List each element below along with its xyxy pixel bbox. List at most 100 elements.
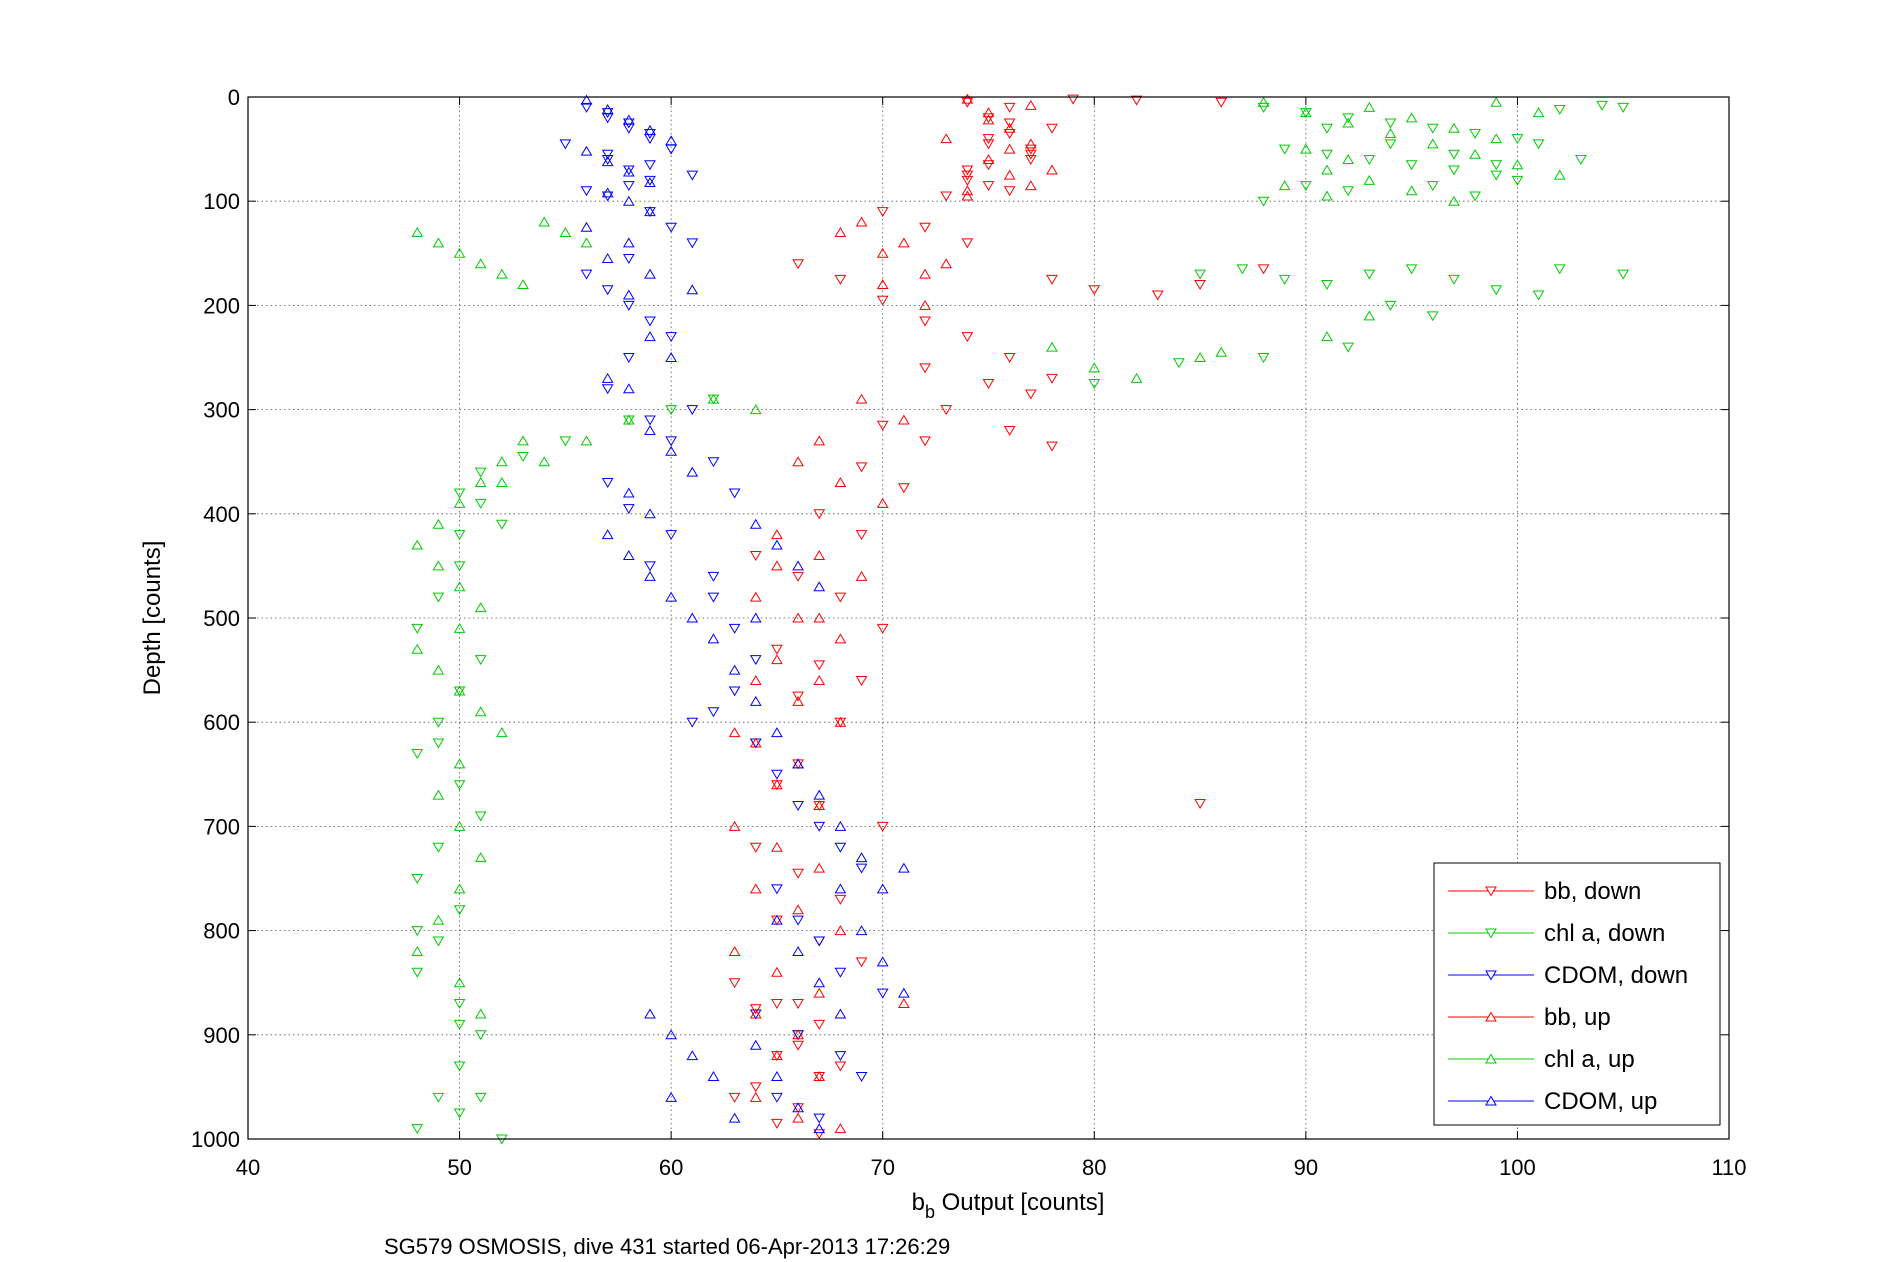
data-point — [474, 477, 487, 488]
data-point — [644, 268, 656, 279]
data-point — [1257, 96, 1270, 107]
data-point — [1448, 122, 1460, 133]
x-tick-label: 50 — [447, 1155, 471, 1180]
data-point — [982, 160, 995, 171]
data-point — [834, 842, 847, 853]
data-point — [474, 655, 487, 666]
data-point — [1469, 191, 1481, 202]
data-point — [749, 550, 762, 561]
data-point — [1384, 118, 1397, 129]
data-point — [601, 384, 614, 395]
y-axis-label: Depth [counts] — [139, 541, 166, 696]
data-point — [686, 238, 699, 249]
data-point — [982, 107, 995, 118]
data-point — [622, 195, 635, 206]
data-point — [771, 966, 783, 977]
data-point — [749, 1082, 762, 1093]
data-point — [622, 118, 635, 129]
data-point — [686, 170, 699, 181]
data-point — [601, 253, 614, 264]
data-point — [1448, 149, 1460, 160]
data-point — [411, 945, 424, 956]
tick-labels: 40 50 60 70 80 90 100 110 0 100 200 300 400 500 600 700… — [191, 85, 1746, 1180]
x-tick-label: 100 — [1499, 1155, 1536, 1180]
y-tick-label: 200 — [203, 293, 240, 318]
data-point — [1342, 154, 1355, 165]
data-point — [538, 216, 551, 227]
data-point — [749, 883, 762, 894]
data-point — [665, 591, 678, 602]
data-point — [1046, 441, 1058, 452]
data-point — [453, 905, 466, 916]
data-point — [622, 353, 635, 363]
legend-label: bb, up — [1544, 1004, 1611, 1031]
data-point — [622, 114, 635, 125]
data-point — [1046, 341, 1058, 352]
data-point — [1278, 274, 1291, 285]
data-point — [1299, 107, 1312, 118]
data-point — [876, 956, 889, 967]
data-point — [792, 1112, 804, 1123]
x-tick-label: 80 — [1082, 1155, 1106, 1180]
data-point — [601, 191, 614, 202]
data-point — [453, 883, 466, 894]
data-point — [665, 445, 678, 456]
data-point — [792, 758, 804, 769]
data-point — [1617, 269, 1630, 280]
legend-label: chl a, up — [1544, 1046, 1635, 1073]
series-3 — [728, 93, 1058, 1134]
data-point — [940, 133, 953, 144]
data-point — [1003, 102, 1016, 113]
data-point — [1490, 170, 1503, 181]
legend-marker — [1485, 1053, 1497, 1064]
data-point — [834, 1051, 847, 1062]
data-point — [622, 549, 635, 560]
data-point — [1363, 310, 1376, 321]
data-point — [1405, 160, 1418, 171]
data-point — [1448, 274, 1460, 285]
data-point — [601, 187, 614, 198]
data-point — [432, 717, 445, 728]
data-point — [855, 462, 868, 473]
data-point — [1194, 798, 1206, 809]
series-5 — [580, 94, 910, 1134]
data-point — [496, 519, 508, 530]
legend-label: CDOM, up — [1544, 1088, 1657, 1115]
y-tick-label: 500 — [203, 606, 240, 631]
caption: SG579 OSMOSIS, dive 431 started 06-Apr-2… — [384, 1234, 950, 1259]
data-point — [644, 561, 656, 572]
data-point — [644, 508, 656, 519]
data-point — [453, 530, 466, 541]
data-point — [749, 842, 762, 853]
data-point — [876, 247, 889, 258]
data-point — [1003, 425, 1016, 436]
data-point — [1342, 117, 1355, 128]
data-point — [580, 102, 593, 113]
data-point — [432, 914, 445, 925]
data-point — [665, 332, 678, 343]
data-point — [411, 967, 424, 978]
data-point — [834, 274, 847, 285]
data-point — [771, 769, 783, 780]
data-point — [411, 1124, 424, 1135]
data-point — [792, 695, 804, 706]
data-point — [644, 176, 656, 187]
data-point — [1067, 94, 1080, 105]
data-point — [771, 560, 783, 571]
data-point — [1511, 134, 1524, 145]
data-point — [834, 820, 847, 831]
data-point — [1257, 196, 1270, 207]
data-point — [601, 149, 614, 160]
data-point — [1173, 358, 1185, 369]
data-point — [1194, 280, 1206, 291]
x-axis-label-rest: Output [counts] — [935, 1189, 1104, 1216]
data-point — [1405, 185, 1418, 196]
data-point — [411, 539, 424, 550]
data-point — [749, 1091, 762, 1102]
data-point — [1575, 155, 1587, 166]
x-tick-label: 40 — [236, 1155, 260, 1180]
legend-label: chl a, down — [1544, 920, 1665, 947]
data-point — [1321, 164, 1333, 175]
data-point — [1003, 143, 1016, 154]
data-point — [707, 1070, 720, 1081]
